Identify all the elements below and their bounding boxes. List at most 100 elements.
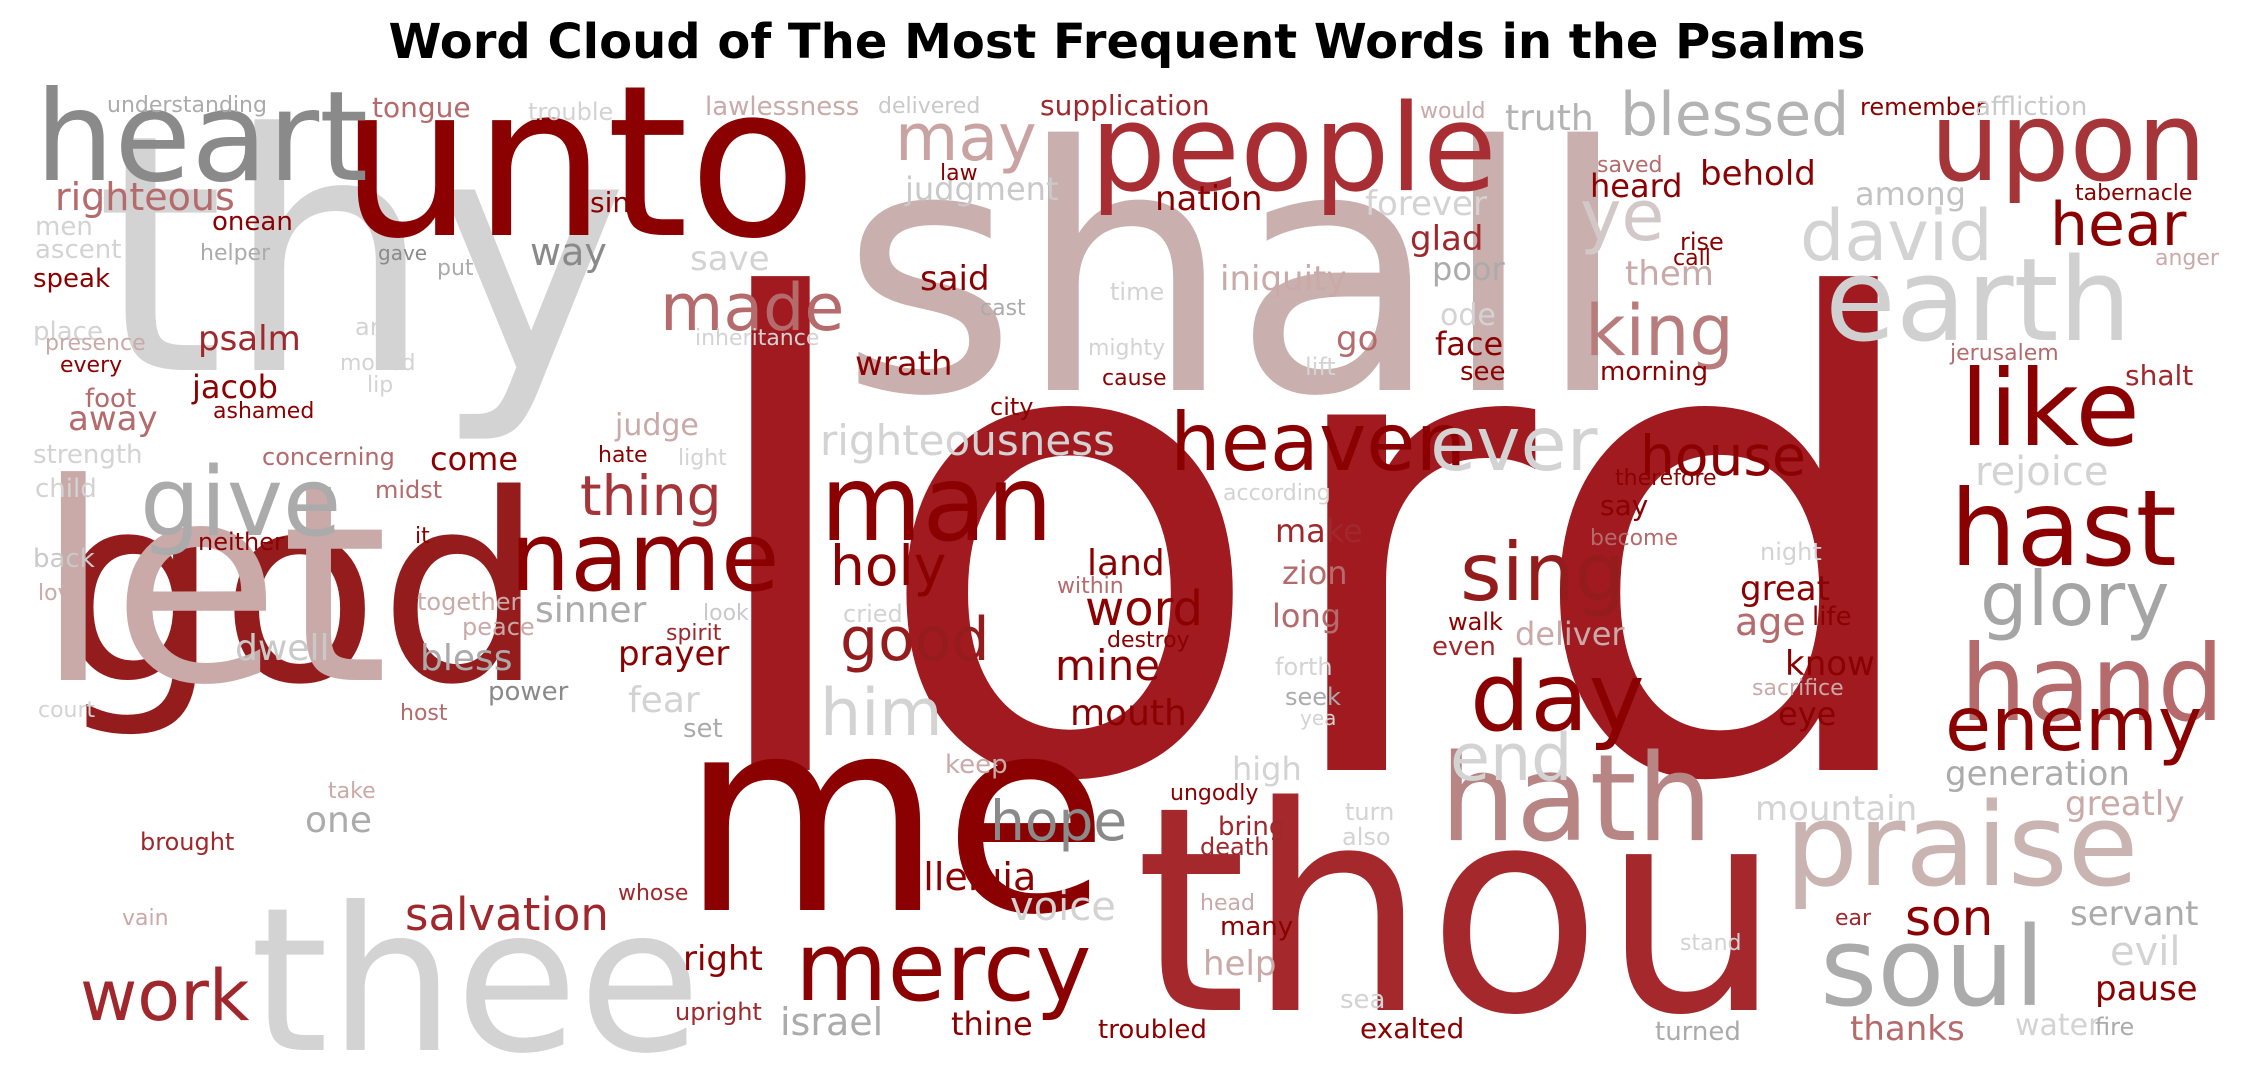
word-sing: sing <box>1460 526 1625 619</box>
word-judge: judge <box>614 408 699 443</box>
word-sin: sin <box>590 186 630 219</box>
word-jerusalem: jerusalem <box>1949 341 2059 366</box>
word-people: people <box>1090 80 1497 219</box>
word-long: long <box>1272 597 1341 635</box>
word-name: name <box>510 503 779 613</box>
word-morning: morning <box>1600 357 1708 387</box>
word-foot: foot <box>85 384 136 414</box>
word-truth: truth <box>1505 98 1594 139</box>
word-make: make <box>1275 512 1363 550</box>
word-lift: lift <box>1305 353 1336 381</box>
word-tongue: tongue <box>372 91 471 124</box>
word-soul: soul <box>1820 903 2045 1031</box>
word-become: become <box>1590 526 1678 551</box>
word-mine: mine <box>1055 641 1160 690</box>
word-anger: anger <box>2155 246 2220 271</box>
word-city: city <box>990 393 1033 421</box>
word-evil: evil <box>2110 929 2181 975</box>
word-child: child <box>35 474 97 504</box>
word-good: good <box>840 605 990 675</box>
word-shalt: shalt <box>2125 359 2193 392</box>
word-cast: cast <box>980 296 1026 321</box>
word-face: face <box>1435 325 1503 363</box>
word-may: may <box>895 101 1037 176</box>
word-walk: walk <box>1448 608 1503 636</box>
word-ascent: ascent <box>35 235 121 265</box>
word-voice: voice <box>1010 884 1116 930</box>
word-spirit: spirit <box>666 621 722 646</box>
word-death: death <box>1200 833 1269 861</box>
word-heard: heard <box>1590 167 1682 205</box>
word-lawlessness: lawlessness <box>705 92 859 122</box>
word-zion: zion <box>1282 554 1348 592</box>
word-rejoice: rejoice <box>1975 449 2108 495</box>
word-power: power <box>488 677 569 707</box>
word-word: word <box>1085 581 1203 637</box>
word-let: let <box>35 425 388 745</box>
word-it: it <box>415 524 430 549</box>
word-life: life <box>1812 602 1852 632</box>
word-take: take <box>328 779 376 804</box>
word-enemy: enemy <box>1945 680 2202 768</box>
word-cried: cried <box>843 600 903 628</box>
word-together: together <box>417 588 520 616</box>
word-house: house <box>1640 424 1806 488</box>
word-keep: keep <box>945 750 1008 780</box>
word-generation: generation <box>1945 754 2130 794</box>
word-place: place <box>33 317 103 347</box>
word-whose: whose <box>618 881 688 906</box>
word-thanks: thanks <box>1850 1009 1965 1049</box>
word-neither: neither <box>198 528 284 556</box>
word-one: one <box>305 800 372 841</box>
word-men: men <box>35 212 93 242</box>
word-affliction: affliction <box>1975 92 2087 122</box>
word-bless: bless <box>420 638 513 679</box>
word-also: also <box>1342 823 1391 851</box>
word-back: back <box>33 544 95 574</box>
word-save: save <box>690 239 770 279</box>
word-righteousness: righteousness <box>820 416 1115 465</box>
word-put: put <box>437 256 474 281</box>
word-rise: rise <box>1680 228 1724 256</box>
word-speak: speak <box>33 264 110 294</box>
word-psalm: psalm <box>198 319 301 359</box>
word-son: son <box>1905 889 1993 947</box>
word-delivered: delivered <box>878 94 980 119</box>
word-every: every <box>60 353 122 378</box>
word-call: call <box>1673 246 1711 271</box>
word-upon: upon <box>1930 78 2207 206</box>
word-hast: hast <box>1950 468 2177 590</box>
word-mighty: mighty <box>1088 336 1165 361</box>
word-glory: glory <box>1980 555 2170 643</box>
word-help: help <box>1203 944 1277 984</box>
word-gave: gave <box>378 241 427 265</box>
word-would: would <box>1420 99 1485 124</box>
word-mouth: mouth <box>1070 693 1187 734</box>
word-hand: hand <box>1960 623 2224 745</box>
word-tabernacle: tabernacle <box>2075 181 2192 206</box>
word-ever: ever <box>1430 400 1598 488</box>
word-servant: servant <box>2070 894 2198 934</box>
word-behold: behold <box>1700 154 1816 194</box>
word-thing: thing <box>580 464 721 528</box>
word-brought: brought <box>140 828 234 856</box>
word-them: them <box>1625 254 1714 294</box>
word-within: within <box>1057 574 1124 599</box>
word-prayer: prayer <box>618 634 729 674</box>
word-thou: thou <box>1135 746 1782 1070</box>
word-look: look <box>703 601 749 626</box>
word-holy: holy <box>830 534 946 598</box>
word-bring: bring <box>1218 812 1285 842</box>
word-sinner: sinner <box>535 590 647 631</box>
word-ode: ode <box>1440 298 1496 333</box>
word-cause: cause <box>1102 366 1167 391</box>
word-upright: upright <box>675 998 762 1026</box>
word-shall: shall <box>840 75 1630 471</box>
word-hope: hope <box>990 789 1127 853</box>
word-hear: hear <box>2050 190 2187 260</box>
word-onean: onean <box>212 207 293 237</box>
word-forever: forever <box>1365 184 1487 224</box>
word-lord: lord <box>690 168 1937 924</box>
word-king: king <box>1585 290 1734 372</box>
